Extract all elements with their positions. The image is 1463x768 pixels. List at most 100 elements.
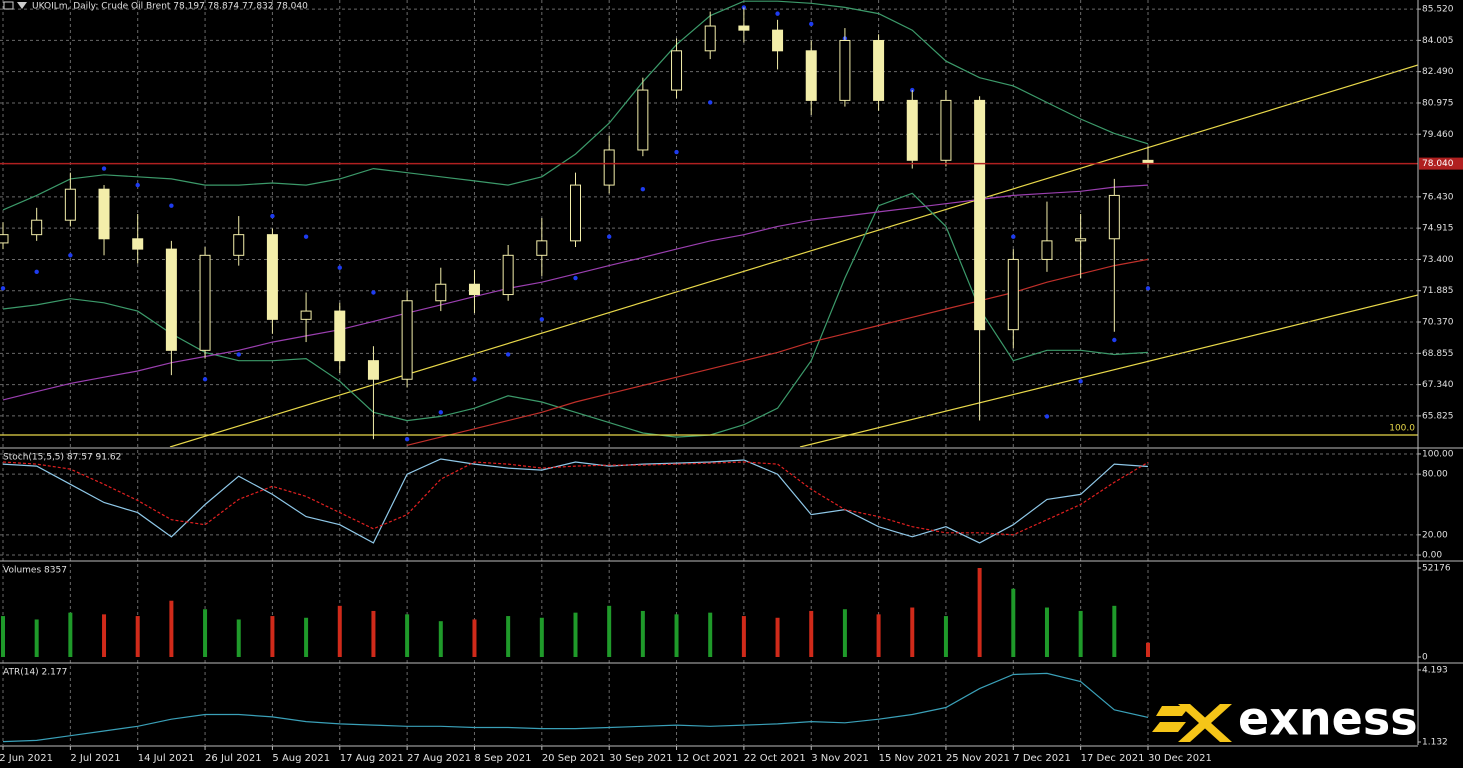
candle-body (0, 234, 9, 244)
candle-body (704, 25, 716, 52)
volume-bar (472, 619, 477, 658)
y-tick-label: 68.855 (1422, 349, 1454, 359)
volume-pane (1, 567, 1150, 658)
volume-bar (135, 616, 140, 658)
sar-dot (606, 234, 612, 239)
sar-dot (337, 265, 342, 270)
logo-part (1178, 704, 1232, 742)
volume-bar (1112, 605, 1117, 658)
candle-body (401, 300, 413, 380)
candle-body (64, 188, 76, 221)
volume-bar (775, 617, 780, 658)
y-tick-label: 67.340 (1422, 380, 1454, 390)
volume-bar (539, 617, 544, 658)
volume-bar (1146, 642, 1150, 658)
volume-bar (910, 607, 915, 658)
y-tick-label: 100.00 (1422, 449, 1454, 459)
y-tick-label: 82.490 (1422, 67, 1454, 77)
last-price-label: 78.040 (1422, 159, 1454, 169)
sar-dot (202, 377, 208, 382)
candle-body (637, 89, 649, 151)
volume-bar (674, 614, 679, 658)
indicator-line (406, 258, 1149, 446)
sar-dot (741, 5, 747, 10)
sar-dot (0, 286, 6, 291)
level-label: 100.0 (1389, 424, 1415, 434)
sar-dot (236, 352, 241, 357)
candle-body (300, 310, 312, 320)
volume-bar (506, 616, 511, 658)
candle-body (536, 240, 548, 256)
sar-dot (371, 290, 376, 295)
x-tick-label: 26 Jul 2021 (205, 753, 262, 764)
candle-body (1075, 238, 1087, 242)
candle-body (502, 254, 514, 296)
pane-title: Stoch(15,5,5) 87.57 91.62 (3, 453, 121, 463)
x-tick-label: 22 Jun 2021 (0, 753, 53, 764)
x-tick-label: 14 Jul 2021 (138, 753, 195, 764)
candle-body (940, 99, 952, 161)
y-tick-label: 85.520 (1422, 5, 1454, 15)
sar-dot (68, 253, 73, 258)
x-tick-label: 7 Dec 2021 (1013, 753, 1071, 764)
candle-body (165, 248, 177, 351)
candle-body (671, 50, 683, 91)
volume-bar (337, 605, 342, 658)
sar-dot (438, 410, 443, 415)
volume-bar (943, 616, 948, 658)
x-tick-label: 22 Oct 2021 (744, 753, 806, 764)
price-pane (0, 0, 1418, 447)
volume-bar (304, 617, 309, 658)
sar-dot (775, 11, 780, 16)
y-tick-label: 4.193 (1422, 665, 1448, 675)
candle-body (873, 39, 885, 101)
sar-dot (303, 234, 309, 239)
x-tick-label: 15 Nov 2021 (879, 753, 943, 764)
volume-bar (203, 609, 208, 658)
volume-bar (573, 612, 578, 658)
indicator-line (2, 0, 1149, 211)
x-tick-label: 17 Dec 2021 (1081, 753, 1145, 764)
sar-dot (539, 317, 545, 322)
x-tick-label: 27 Aug 2021 (407, 753, 471, 764)
x-tick-label: 30 Dec 2021 (1148, 753, 1212, 764)
y-tick-label: 84.005 (1422, 36, 1454, 46)
volume-bar (1011, 588, 1016, 658)
trend-line (799, 294, 1418, 447)
stoch-pane (0, 453, 1418, 556)
x-tick-label: 20 Sep 2021 (542, 753, 605, 764)
indicator-line (2, 458, 1149, 544)
volume-bar (741, 616, 746, 658)
volume-bar (405, 614, 410, 658)
volume-bar (236, 619, 241, 658)
volume-bar (371, 610, 376, 658)
indicator-line (2, 672, 1149, 743)
sar-dot (809, 21, 814, 27)
sar-dot (135, 182, 140, 188)
indicator-line (2, 461, 1149, 536)
y-tick-label: 76.430 (1422, 192, 1454, 202)
sar-dot (1145, 286, 1151, 291)
logo-part (1156, 706, 1190, 716)
y-tick-label: 0.00 (1422, 551, 1442, 561)
sar-dot (1011, 234, 1016, 239)
volume-bar (607, 605, 612, 658)
trend-line (169, 64, 1418, 447)
x-tick-label: 12 Oct 2021 (677, 753, 739, 764)
pane-title: ATR(14) 2.177 (3, 668, 67, 678)
volume-bar (438, 621, 443, 658)
x-tick-label: 25 Nov 2021 (946, 753, 1010, 764)
volume-bar (708, 612, 713, 658)
candle-body (570, 184, 581, 242)
y-tick-label: 70.370 (1422, 318, 1454, 328)
x-tick-label: 8 Sep 2021 (474, 753, 531, 764)
sar-dot (169, 203, 174, 208)
sar-dot (1078, 379, 1083, 384)
menu-icon[interactable] (3, 1, 14, 10)
dropdown-icon[interactable] (17, 2, 27, 9)
y-tick-label: 20.00 (1422, 530, 1448, 540)
volume-bar (270, 616, 275, 658)
volume-bar (34, 619, 39, 658)
